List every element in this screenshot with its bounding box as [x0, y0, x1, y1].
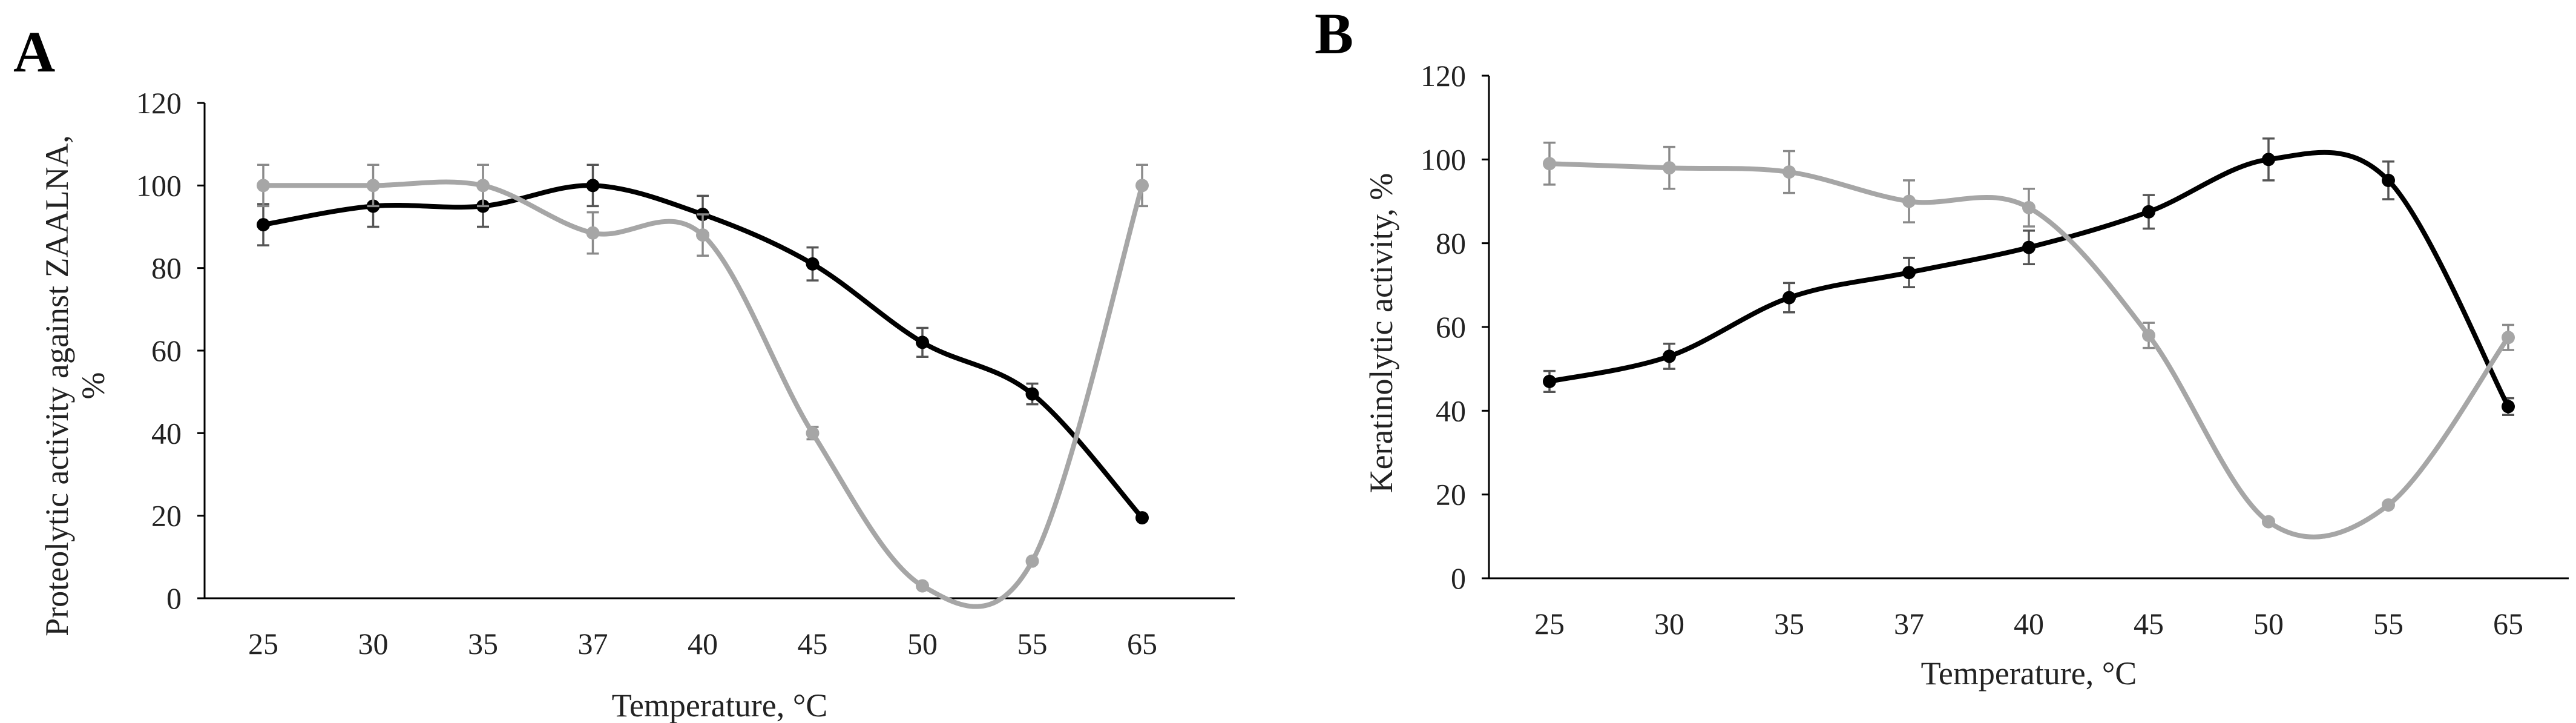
- panel-b-black-point: [1543, 374, 1556, 388]
- panel-a-gray-point: [1135, 179, 1149, 193]
- panel-a-x-axis-title: Temperature, °C: [612, 687, 828, 723]
- panel-a-black-point: [806, 257, 820, 271]
- panel-b-black-point: [2022, 240, 2036, 254]
- panel-a-gray-point: [806, 426, 820, 440]
- panel-b-x-tick-label: 30: [1654, 607, 1684, 641]
- panel-b-gray-point: [2022, 200, 2036, 214]
- panel-b-gray-line: [1547, 161, 2511, 540]
- panel-b-black-point: [1902, 266, 1916, 280]
- panel-a-gray-point: [476, 179, 490, 193]
- panel-a-x-tick-label: 30: [358, 627, 389, 661]
- panel-a-y-tick-label: 80: [151, 251, 182, 285]
- panel-a-y-tick-label: 40: [151, 416, 182, 450]
- panel-b-x-tick-label: 25: [1534, 607, 1565, 641]
- panel-a-x-tick-label: 35: [468, 627, 498, 661]
- panel-b-gray-point: [1782, 165, 1796, 179]
- panel-letter-a: A: [13, 19, 55, 84]
- panel-a-gray-point: [696, 228, 709, 242]
- panel-b-x-tick-label: 37: [1894, 607, 1924, 641]
- panel-a-x-tick-label: 25: [248, 627, 278, 661]
- panel-letter-b: B: [1315, 1, 1353, 66]
- panel-a-x-tick-label: 37: [578, 627, 608, 661]
- panel-b-black-point: [1663, 349, 1676, 363]
- panel-a-x-tick-label: 50: [907, 627, 938, 661]
- panel-b-y-tick-label: 100: [1421, 142, 1466, 176]
- panel-a-y-tick-label: 20: [151, 499, 182, 533]
- panel-a-black-point: [1025, 387, 1039, 401]
- panel-a-y-tick-label: 100: [136, 168, 182, 202]
- panel-b-y-tick-label: 120: [1421, 59, 1466, 93]
- panel-a-black-line: [261, 183, 1145, 521]
- panel-b-x-axis-title: Temperature, °C: [1921, 655, 2137, 692]
- panel-a-series-gray: [257, 163, 1149, 609]
- panel-a-y-tick-label: 120: [136, 86, 182, 120]
- panel-b-black-point: [2382, 173, 2395, 187]
- panel-b-plot: 0 20 40 60 80 100 120 25 30 35 37 40 45 50 55 65: [1421, 59, 2569, 641]
- panel-a-x-tick-label: 55: [1017, 627, 1048, 661]
- panel-a-plot: 0 20 40 60 80 100 120 25 30 35 37 40 45 50 55 65: [136, 86, 1235, 661]
- panel-b-gray-point: [2262, 515, 2275, 529]
- panel-a-gray-line: [261, 179, 1145, 609]
- panel-b-y-tick-label: 0: [1451, 561, 1466, 595]
- panel-b-y-tick-label: 20: [1436, 478, 1466, 512]
- panel-a-black-point: [586, 179, 600, 193]
- panel-b-y-axis-title: Keratinolytic activity, %: [1363, 173, 1399, 494]
- panel-b: B Keratinolytic activity, % Temperature,…: [1315, 1, 2569, 692]
- panel-b-x-tick-label: 45: [2134, 607, 2164, 641]
- panel-a-gray-point: [916, 579, 929, 593]
- panel-b-black-point: [2502, 400, 2515, 414]
- panel-a-gray-point: [257, 179, 270, 193]
- panel-a-black-point: [916, 335, 929, 349]
- panel-a-y-tick-label: 0: [166, 581, 182, 615]
- panel-b-x-tick-label: 55: [2373, 607, 2404, 641]
- panel-a-x-tick-label: 40: [688, 627, 718, 661]
- panel-b-x-tick-label: 65: [2493, 607, 2523, 641]
- panel-b-gray-point: [2382, 498, 2395, 512]
- panel-a-gray-point: [366, 179, 380, 193]
- panel-b-series-black: [1543, 137, 2515, 416]
- panel-b-gray-point: [1663, 161, 1676, 175]
- panel-b-y-tick-label: 60: [1436, 310, 1466, 344]
- panel-a-y-tick-label: 60: [151, 334, 182, 368]
- panel-b-black-point: [2262, 153, 2275, 167]
- panel-b-x-tick-label: 35: [1774, 607, 1804, 641]
- panel-b-gray-point: [2502, 331, 2515, 345]
- panel-b-y-tick-label: 80: [1436, 226, 1466, 260]
- panel-a-gray-point: [586, 226, 600, 240]
- panel-b-black-point: [2142, 205, 2155, 219]
- panel-a-x-tick-label: 65: [1127, 627, 1157, 661]
- panel-b-x-tick-label: 40: [2014, 607, 2044, 641]
- panel-a-x-tick-label: 45: [798, 627, 828, 661]
- panel-a-black-point: [1135, 511, 1149, 525]
- panel-b-y-axis-title-line-1: Keratinolytic activity, %: [1363, 173, 1399, 494]
- panel-a-y-axis-title-line-1: Proteolytic activity against ZAALNA,: [39, 135, 75, 636]
- panel-a: A Proteolytic activity against ZAALNA, %…: [13, 19, 1235, 723]
- panel-b-black-point: [1782, 291, 1796, 305]
- panel-b-gray-point: [2142, 328, 2155, 342]
- panel-a-black-point: [257, 218, 270, 232]
- panel-b-y-tick-label: 40: [1436, 394, 1466, 428]
- panel-a-y-axis-title-line-2: %: [75, 372, 111, 400]
- panel-b-series-gray: [1543, 141, 2515, 540]
- panel-a-gray-point: [1025, 554, 1039, 568]
- panel-a-y-axis-title: Proteolytic activity against ZAALNA, %: [39, 135, 111, 636]
- panel-b-gray-point: [1543, 157, 1556, 171]
- panel-b-gray-point: [1902, 194, 1916, 208]
- panel-b-x-tick-label: 50: [2253, 607, 2284, 641]
